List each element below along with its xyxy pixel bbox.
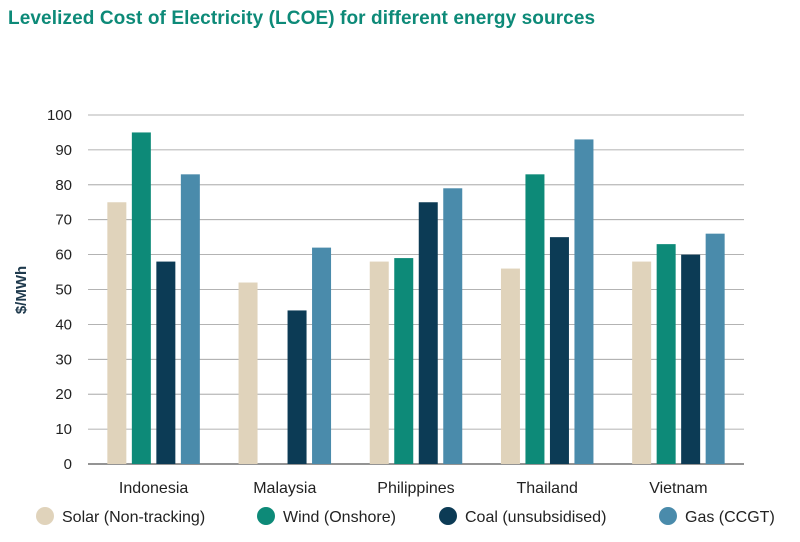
y-tick-label: 70: [55, 212, 72, 229]
bars: [107, 132, 725, 465]
bar-thailand-3: [574, 139, 594, 464]
chart-title: Levelized Cost of Electricity (LCOE) for…: [8, 8, 596, 29]
legend: Solar (Non-tracking) Wind (Onshore) Coal (…: [36, 507, 775, 526]
bar-thailand-0: [500, 268, 520, 464]
bar-thailand-1: [525, 174, 545, 464]
x-category-label: Thailand: [517, 480, 578, 497]
bar-vietnam-0: [632, 261, 652, 464]
y-tick-label: 20: [55, 386, 72, 403]
y-tick-label: 50: [55, 282, 72, 299]
legend-label: Wind (Onshore): [283, 509, 396, 526]
y-tick-label: 0: [64, 456, 72, 473]
bar-indonesia-2: [156, 261, 176, 464]
y-tick-label: 30: [55, 351, 72, 368]
bar-vietnam-1: [656, 244, 676, 464]
legend-swatch: [36, 507, 54, 525]
bar-philippines-1: [394, 258, 414, 464]
bar-philippines-2: [418, 202, 438, 464]
bar-thailand-2: [549, 237, 569, 464]
legend-label: Coal (unsubsidised): [465, 509, 606, 526]
legend-label: Gas (CCGT): [685, 509, 775, 526]
y-tick-label: 60: [55, 247, 72, 264]
y-tick-label: 90: [55, 142, 72, 159]
x-axis-categories: Indonesia Malaysia Philippines Thailand Viet…: [119, 480, 708, 497]
bar-vietnam-3: [705, 233, 725, 464]
x-category-label: Indonesia: [119, 480, 188, 497]
bar-indonesia-3: [180, 174, 200, 464]
bar-malaysia-0: [238, 282, 258, 464]
y-tick-label: 10: [55, 421, 72, 438]
bar-philippines-3: [443, 188, 463, 465]
x-category-label: Philippines: [377, 480, 454, 497]
y-tick-label: 100: [47, 107, 72, 124]
bar-philippines-0: [369, 261, 389, 464]
bar-indonesia-1: [131, 132, 151, 464]
bar-malaysia-3: [312, 247, 332, 464]
y-tick-label: 40: [55, 316, 72, 333]
y-axis-ticks: 0 10 20 30 40 50 60 70 80 90 100: [47, 107, 72, 473]
legend-swatch: [439, 507, 457, 525]
y-axis-title: $/MWh: [13, 266, 30, 314]
legend-label: Solar (Non-tracking): [62, 509, 205, 526]
legend-swatch: [659, 507, 677, 525]
legend-swatch: [257, 507, 275, 525]
x-category-label: Vietnam: [649, 480, 707, 497]
x-category-label: Malaysia: [253, 480, 316, 497]
bar-vietnam-2: [681, 254, 701, 464]
y-tick-label: 80: [55, 177, 72, 194]
bar-malaysia-2: [287, 310, 307, 464]
bar-indonesia-0: [107, 202, 127, 464]
